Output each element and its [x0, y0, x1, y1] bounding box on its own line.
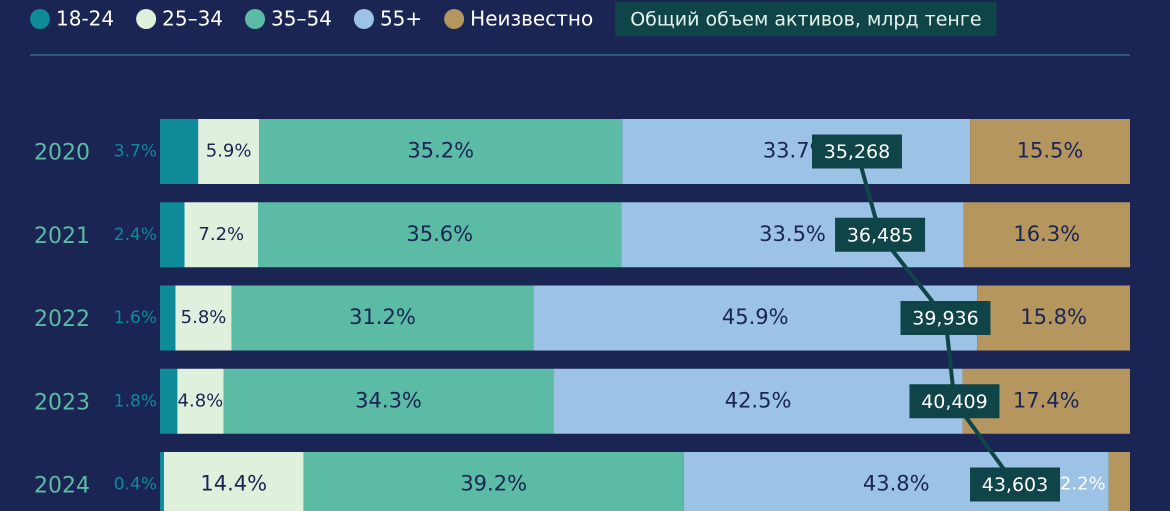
y-tick-label: 2021 — [34, 224, 90, 249]
legend-line-box — [615, 2, 997, 36]
legend-swatch — [136, 9, 157, 29]
data-label: 34.3% — [355, 388, 422, 412]
legend-label: 25–34 — [162, 7, 223, 31]
data-label: 14.4% — [200, 472, 267, 496]
line-label: 40,409 — [921, 391, 987, 413]
data-label: 16.3% — [1013, 222, 1080, 246]
data-label: 17.4% — [1013, 388, 1080, 412]
data-label: 43.8% — [863, 472, 930, 496]
bar-segment — [175, 285, 232, 351]
bar-segment — [160, 285, 176, 351]
data-label: 4.8% — [178, 390, 224, 411]
data-label: 33.5% — [759, 222, 826, 246]
line-point-box — [909, 384, 1000, 419]
legend-swatch — [353, 9, 374, 29]
data-label: 39.2% — [460, 472, 527, 496]
data-label: 35.6% — [406, 222, 473, 246]
data-label: 5.9% — [206, 141, 252, 162]
data-label: 45.9% — [722, 305, 789, 329]
line-point-box — [900, 301, 991, 335]
line-label: 39,936 — [912, 308, 978, 330]
legend-swatch — [30, 9, 50, 29]
data-label: 35.2% — [407, 139, 474, 163]
bar-segment — [160, 452, 164, 511]
bar-segment — [258, 202, 622, 268]
bar-segment — [160, 119, 199, 184]
data-label: 15.8% — [1020, 305, 1087, 329]
data-label: 7.2% — [198, 224, 244, 245]
data-label: 3.7% — [114, 142, 157, 162]
bar-segment — [184, 202, 259, 268]
data-label: 2.2% — [1060, 474, 1106, 495]
bar-segment — [163, 452, 304, 511]
y-tick-label: 2024 — [34, 474, 90, 499]
legend-label: 35–54 — [271, 7, 332, 31]
data-label: 42.5% — [725, 388, 792, 412]
legend-label: 55+ — [380, 7, 422, 31]
line-point-box — [812, 134, 902, 169]
legend-label: 18-24 — [56, 7, 114, 31]
y-tick-label: 2020 — [34, 141, 90, 166]
y-tick-label: 2023 — [34, 390, 90, 415]
legend-line-label: Общий объем активов, млрд тенге — [630, 9, 981, 31]
legend-swatch — [444, 9, 465, 29]
data-label: 15.5% — [1017, 139, 1084, 163]
legend-label: Неизвестно — [470, 7, 593, 31]
bar-segment — [977, 285, 1130, 351]
bar-segment — [198, 119, 260, 184]
data-label: 1.6% — [114, 308, 157, 328]
line-label: 43,603 — [982, 474, 1048, 496]
data-label: 2.4% — [114, 225, 157, 245]
legend-swatch — [245, 9, 266, 29]
bar-segment — [303, 452, 684, 511]
line-point-box — [835, 217, 926, 252]
line-point-box — [970, 467, 1060, 502]
data-label: 0.4% — [114, 475, 157, 495]
data-label: 5.8% — [181, 307, 227, 328]
bar-segment — [970, 119, 1130, 184]
data-label: 1.8% — [114, 391, 157, 411]
bar-segment — [553, 368, 963, 434]
bar-segment — [223, 368, 554, 434]
bar-segment — [622, 119, 971, 184]
bar-segment — [1108, 452, 1130, 511]
line-label: 35,268 — [824, 141, 890, 163]
data-label: 31.2% — [349, 305, 416, 329]
y-tick-label: 2022 — [34, 307, 90, 332]
bar-segment — [259, 119, 623, 184]
bar-segment — [160, 202, 185, 268]
bar-segment — [231, 285, 534, 351]
bar-segment — [177, 368, 224, 434]
line-label: 36,485 — [847, 224, 913, 246]
bar-segment — [963, 202, 1130, 268]
bar-segment — [160, 368, 178, 434]
